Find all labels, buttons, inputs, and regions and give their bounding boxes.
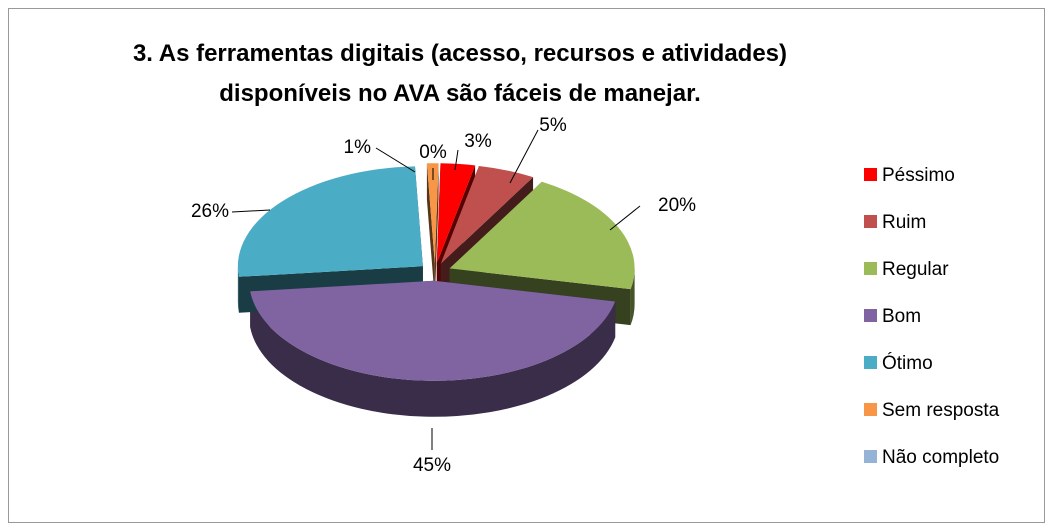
leader-line <box>609 205 641 231</box>
legend-label: Não completo <box>882 447 999 468</box>
slice <box>426 163 439 264</box>
data-label: 5% <box>539 115 567 136</box>
legend-swatch <box>864 356 877 369</box>
legend-label: Bom <box>882 306 921 327</box>
legend-label: Péssimo <box>882 165 955 186</box>
legend-label: Regular <box>882 259 949 280</box>
slice-wall <box>426 163 435 300</box>
leader-line <box>509 129 539 184</box>
legend-swatch <box>864 309 877 322</box>
legend-label: Sem resposta <box>882 400 1000 421</box>
data-label: 0% <box>419 142 447 163</box>
slice <box>440 165 534 264</box>
legend-label: Ruim <box>882 212 926 233</box>
slice <box>237 166 423 277</box>
slice <box>449 181 635 290</box>
data-label: 1% <box>344 137 372 158</box>
legend-swatch <box>864 168 877 181</box>
data-label: 3% <box>464 131 492 152</box>
leader-line <box>231 209 271 213</box>
leader-line <box>375 147 416 173</box>
slice-side <box>237 266 239 313</box>
data-label: 45% <box>413 455 451 476</box>
slice <box>436 163 476 264</box>
data-label: 20% <box>658 195 696 216</box>
slice <box>250 280 616 381</box>
slice-side <box>250 291 616 417</box>
legend-label: Ótimo <box>882 352 933 374</box>
legend-swatch <box>864 450 877 463</box>
data-label: 26% <box>191 201 229 222</box>
chart-title: 3. As ferramentas digitais (acesso, recu… <box>132 40 788 107</box>
leader-line <box>454 149 459 171</box>
legend-swatch <box>864 262 877 275</box>
slice-wall <box>434 163 439 300</box>
legend-swatch <box>864 215 877 228</box>
slice-side <box>630 268 635 326</box>
legend-swatch <box>864 403 877 416</box>
